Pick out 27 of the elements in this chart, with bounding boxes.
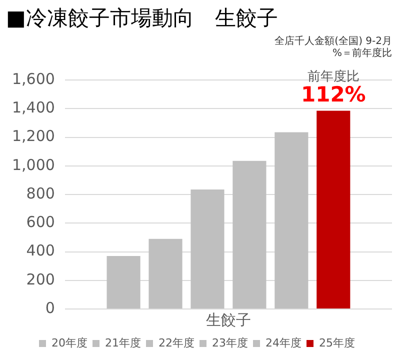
chart-title: ■冷凍餃子市場動向 生餃子 [6,5,278,32]
text: %＝前年度比 [331,48,392,60]
x-tick-label: 生餃子 [206,310,251,329]
chart-subtitle: 全店千人金額(全国) 9-2月 [274,36,392,48]
bar [190,189,224,308]
legend-label: 22年度 [158,336,195,350]
y-tick-label: 1,000 [12,156,55,174]
annotation: 前年度比 [307,68,360,85]
legend-label: 24年度 [265,336,302,350]
y-tick-label: 400 [26,242,55,260]
y-tick-label: 1,600 [12,70,55,88]
y-tick-label: 0 [45,298,55,317]
bar [274,132,308,308]
bar [316,110,350,308]
annotation: 112% [300,82,366,107]
bar [148,238,182,308]
y-tick-label: 1,400 [12,98,55,117]
legend-label: 23年度 [212,336,248,350]
legend-label: 25年度 [318,336,355,350]
bar [106,256,140,308]
bar [232,160,266,308]
legend-label: 21年度 [105,336,142,350]
y-tick-label: 600 [26,213,55,232]
y-tick-label: 200 [26,270,55,288]
legend-label: 20年度 [52,336,88,350]
y-tick-label: 800 [26,184,55,202]
y-tick-label: 1,200 [12,127,55,146]
